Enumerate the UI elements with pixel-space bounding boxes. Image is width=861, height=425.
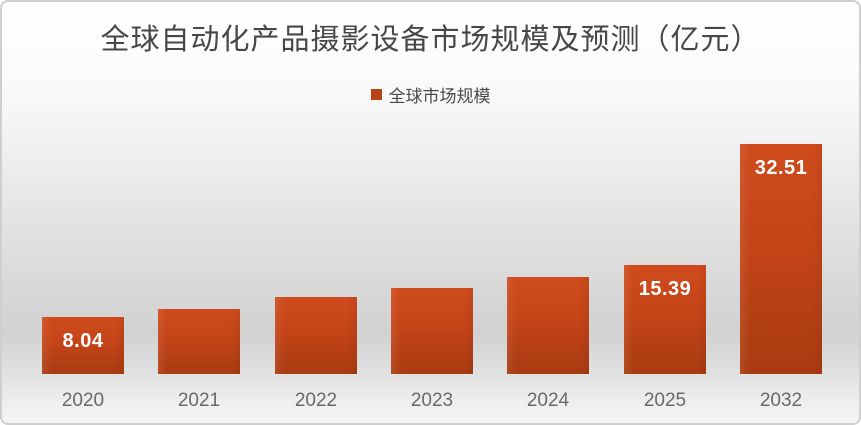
- bar-2020: 8.04: [42, 317, 124, 374]
- bar-sheen: [158, 309, 240, 374]
- bar-2022: [275, 297, 357, 374]
- bar-2021: [158, 309, 240, 374]
- x-axis-label: 2022: [294, 390, 338, 411]
- bar-2023: [391, 288, 473, 374]
- bar-sheen: [391, 288, 473, 374]
- bar-2025: 15.39: [624, 265, 706, 374]
- chart-title: 全球自动化产品摄影设备市场规模及预测（亿元）: [100, 22, 761, 56]
- bar-sheen: [507, 277, 589, 374]
- x-axis-label: 2032: [759, 390, 803, 411]
- bar-sheen: [42, 317, 124, 374]
- legend-swatch-icon: [370, 89, 382, 100]
- bar-sheen: [624, 265, 706, 374]
- legend: 全球市场规模: [2, 82, 859, 107]
- x-axis-label: 2025: [643, 390, 687, 411]
- bar-value-label: 15.39: [638, 278, 692, 300]
- x-axis-label: 2020: [61, 390, 105, 411]
- x-axis-label: 2024: [526, 390, 570, 411]
- legend-label: 全球市场规模: [388, 87, 491, 107]
- bar-sheen: [740, 144, 822, 374]
- bar-value-label: 32.51: [754, 157, 808, 179]
- bar-sheen: [275, 297, 357, 374]
- bar-value-label: 8.04: [62, 330, 104, 352]
- x-axis-label: 2021: [177, 390, 221, 411]
- x-axis-label: 2023: [410, 390, 454, 411]
- bar-2032: 32.51: [740, 144, 822, 374]
- bar-2024: [507, 277, 589, 374]
